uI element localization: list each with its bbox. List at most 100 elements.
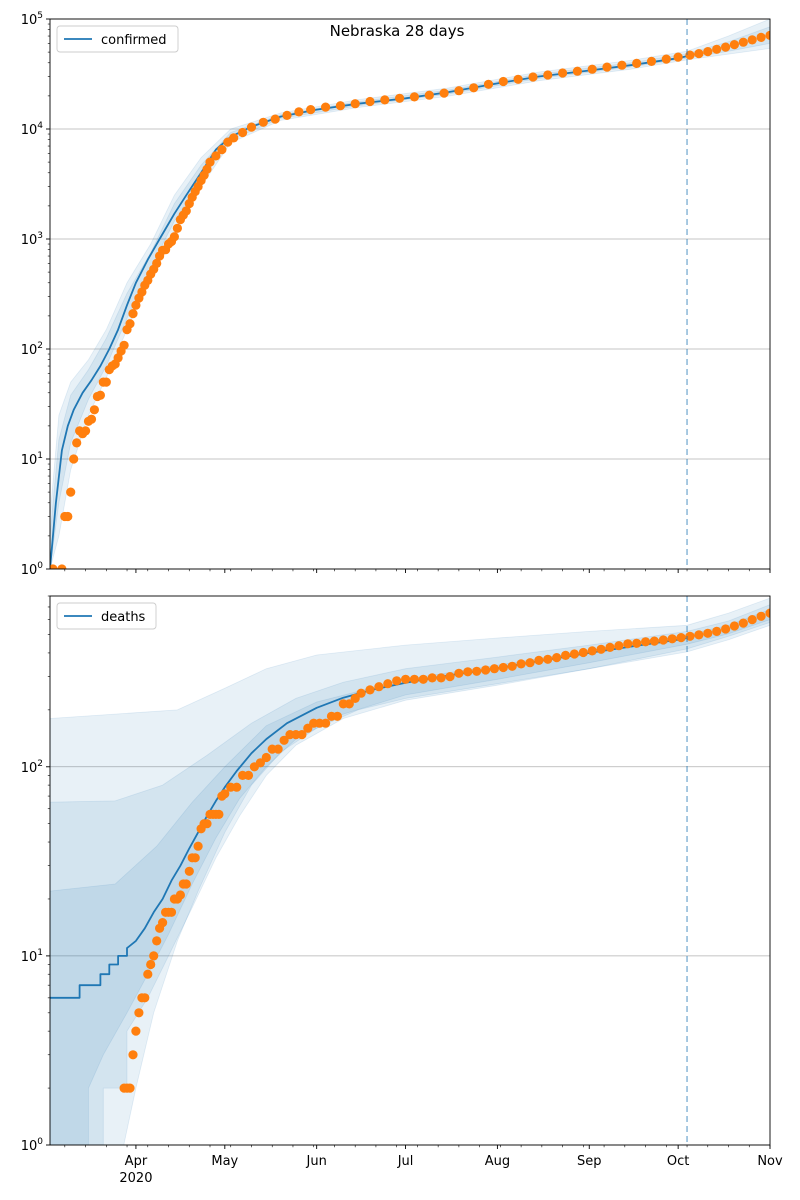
data-point xyxy=(617,60,627,70)
data-point xyxy=(246,122,257,132)
data-point xyxy=(282,110,292,120)
y-tick-label: 102 xyxy=(21,759,43,776)
axes-frame xyxy=(49,595,771,1146)
data-point xyxy=(676,633,686,643)
data-point xyxy=(131,1026,141,1036)
data-point xyxy=(483,79,494,89)
data-point xyxy=(134,1008,144,1018)
data-point xyxy=(380,95,390,105)
x-tick-label: Aug xyxy=(485,1154,510,1169)
data-point xyxy=(738,618,748,628)
data-point xyxy=(184,866,194,876)
data-point xyxy=(270,114,280,124)
data-point xyxy=(721,624,731,634)
data-point xyxy=(685,50,695,60)
data-point xyxy=(561,650,571,661)
data-point xyxy=(469,83,479,93)
data-point xyxy=(202,164,212,174)
data-point xyxy=(454,668,464,678)
data-point xyxy=(50,564,58,569)
data-point xyxy=(602,62,612,72)
series-points-observed xyxy=(119,608,770,1093)
data-point xyxy=(513,74,523,84)
chart-title: Nebraska 28 days xyxy=(330,22,465,40)
data-point xyxy=(166,907,177,917)
data-point xyxy=(712,626,722,637)
data-point xyxy=(321,102,331,112)
data-point xyxy=(747,35,757,45)
data-point xyxy=(202,819,212,829)
data-point xyxy=(81,426,91,436)
data-point xyxy=(152,936,162,946)
data-point xyxy=(525,658,535,668)
data-point xyxy=(685,631,695,641)
data-point xyxy=(86,414,97,424)
data-point xyxy=(350,693,360,704)
data-point xyxy=(756,32,766,43)
data-point xyxy=(356,688,366,698)
x-tick-sublabel: 2020 xyxy=(119,1171,152,1186)
data-point xyxy=(673,52,683,62)
data-point xyxy=(350,99,360,109)
data-point xyxy=(335,101,345,111)
data-point xyxy=(632,638,642,648)
y-tick-label: 105 xyxy=(21,11,43,28)
data-point xyxy=(95,390,105,400)
data-point xyxy=(649,636,660,646)
data-point xyxy=(439,88,449,98)
data-point xyxy=(243,770,254,781)
data-point xyxy=(614,641,624,651)
data-point xyxy=(193,841,203,851)
data-point xyxy=(641,637,651,647)
legend: deaths xyxy=(56,602,157,630)
data-point xyxy=(344,699,354,709)
data-point xyxy=(694,49,704,59)
plot-area xyxy=(50,597,770,1145)
data-point xyxy=(646,56,657,66)
data-point xyxy=(175,890,185,900)
data-point xyxy=(321,718,331,728)
data-point xyxy=(409,674,419,684)
data-point xyxy=(427,673,437,683)
data-point xyxy=(149,951,159,961)
data-point xyxy=(534,655,544,666)
data-point xyxy=(596,644,606,654)
y-tick-label: 103 xyxy=(21,231,43,248)
data-point xyxy=(543,654,553,664)
data-point xyxy=(217,145,227,155)
data-point xyxy=(756,611,766,621)
data-point xyxy=(694,630,704,640)
confidence-band xyxy=(50,608,770,1145)
y-tick-label: 104 xyxy=(21,121,44,138)
data-point xyxy=(63,511,73,522)
data-point xyxy=(721,42,731,52)
data-point xyxy=(436,673,446,683)
data-point xyxy=(211,151,221,161)
data-point xyxy=(72,438,82,448)
data-point xyxy=(712,44,722,54)
data-point xyxy=(703,47,713,57)
data-point xyxy=(558,68,568,78)
confidence-band xyxy=(50,597,770,1145)
y-tick-label: 101 xyxy=(21,451,43,468)
data-point xyxy=(113,353,123,363)
x-tick-label: May xyxy=(211,1154,238,1169)
data-point xyxy=(623,639,633,649)
axes-frame xyxy=(49,18,771,570)
y-tick-label: 100 xyxy=(21,561,44,578)
data-point xyxy=(543,70,553,80)
x-tick-label: Oct xyxy=(667,1154,689,1169)
data-point xyxy=(332,711,342,721)
data-point xyxy=(294,107,304,117)
data-point xyxy=(729,621,740,631)
x-tick-label: Sep xyxy=(577,1154,602,1169)
data-point xyxy=(365,96,375,107)
data-point xyxy=(66,487,76,497)
data-point xyxy=(572,66,583,76)
data-point xyxy=(489,664,499,674)
data-point xyxy=(703,628,713,638)
data-point xyxy=(69,454,79,464)
data-point xyxy=(587,64,597,74)
data-point xyxy=(232,782,242,792)
